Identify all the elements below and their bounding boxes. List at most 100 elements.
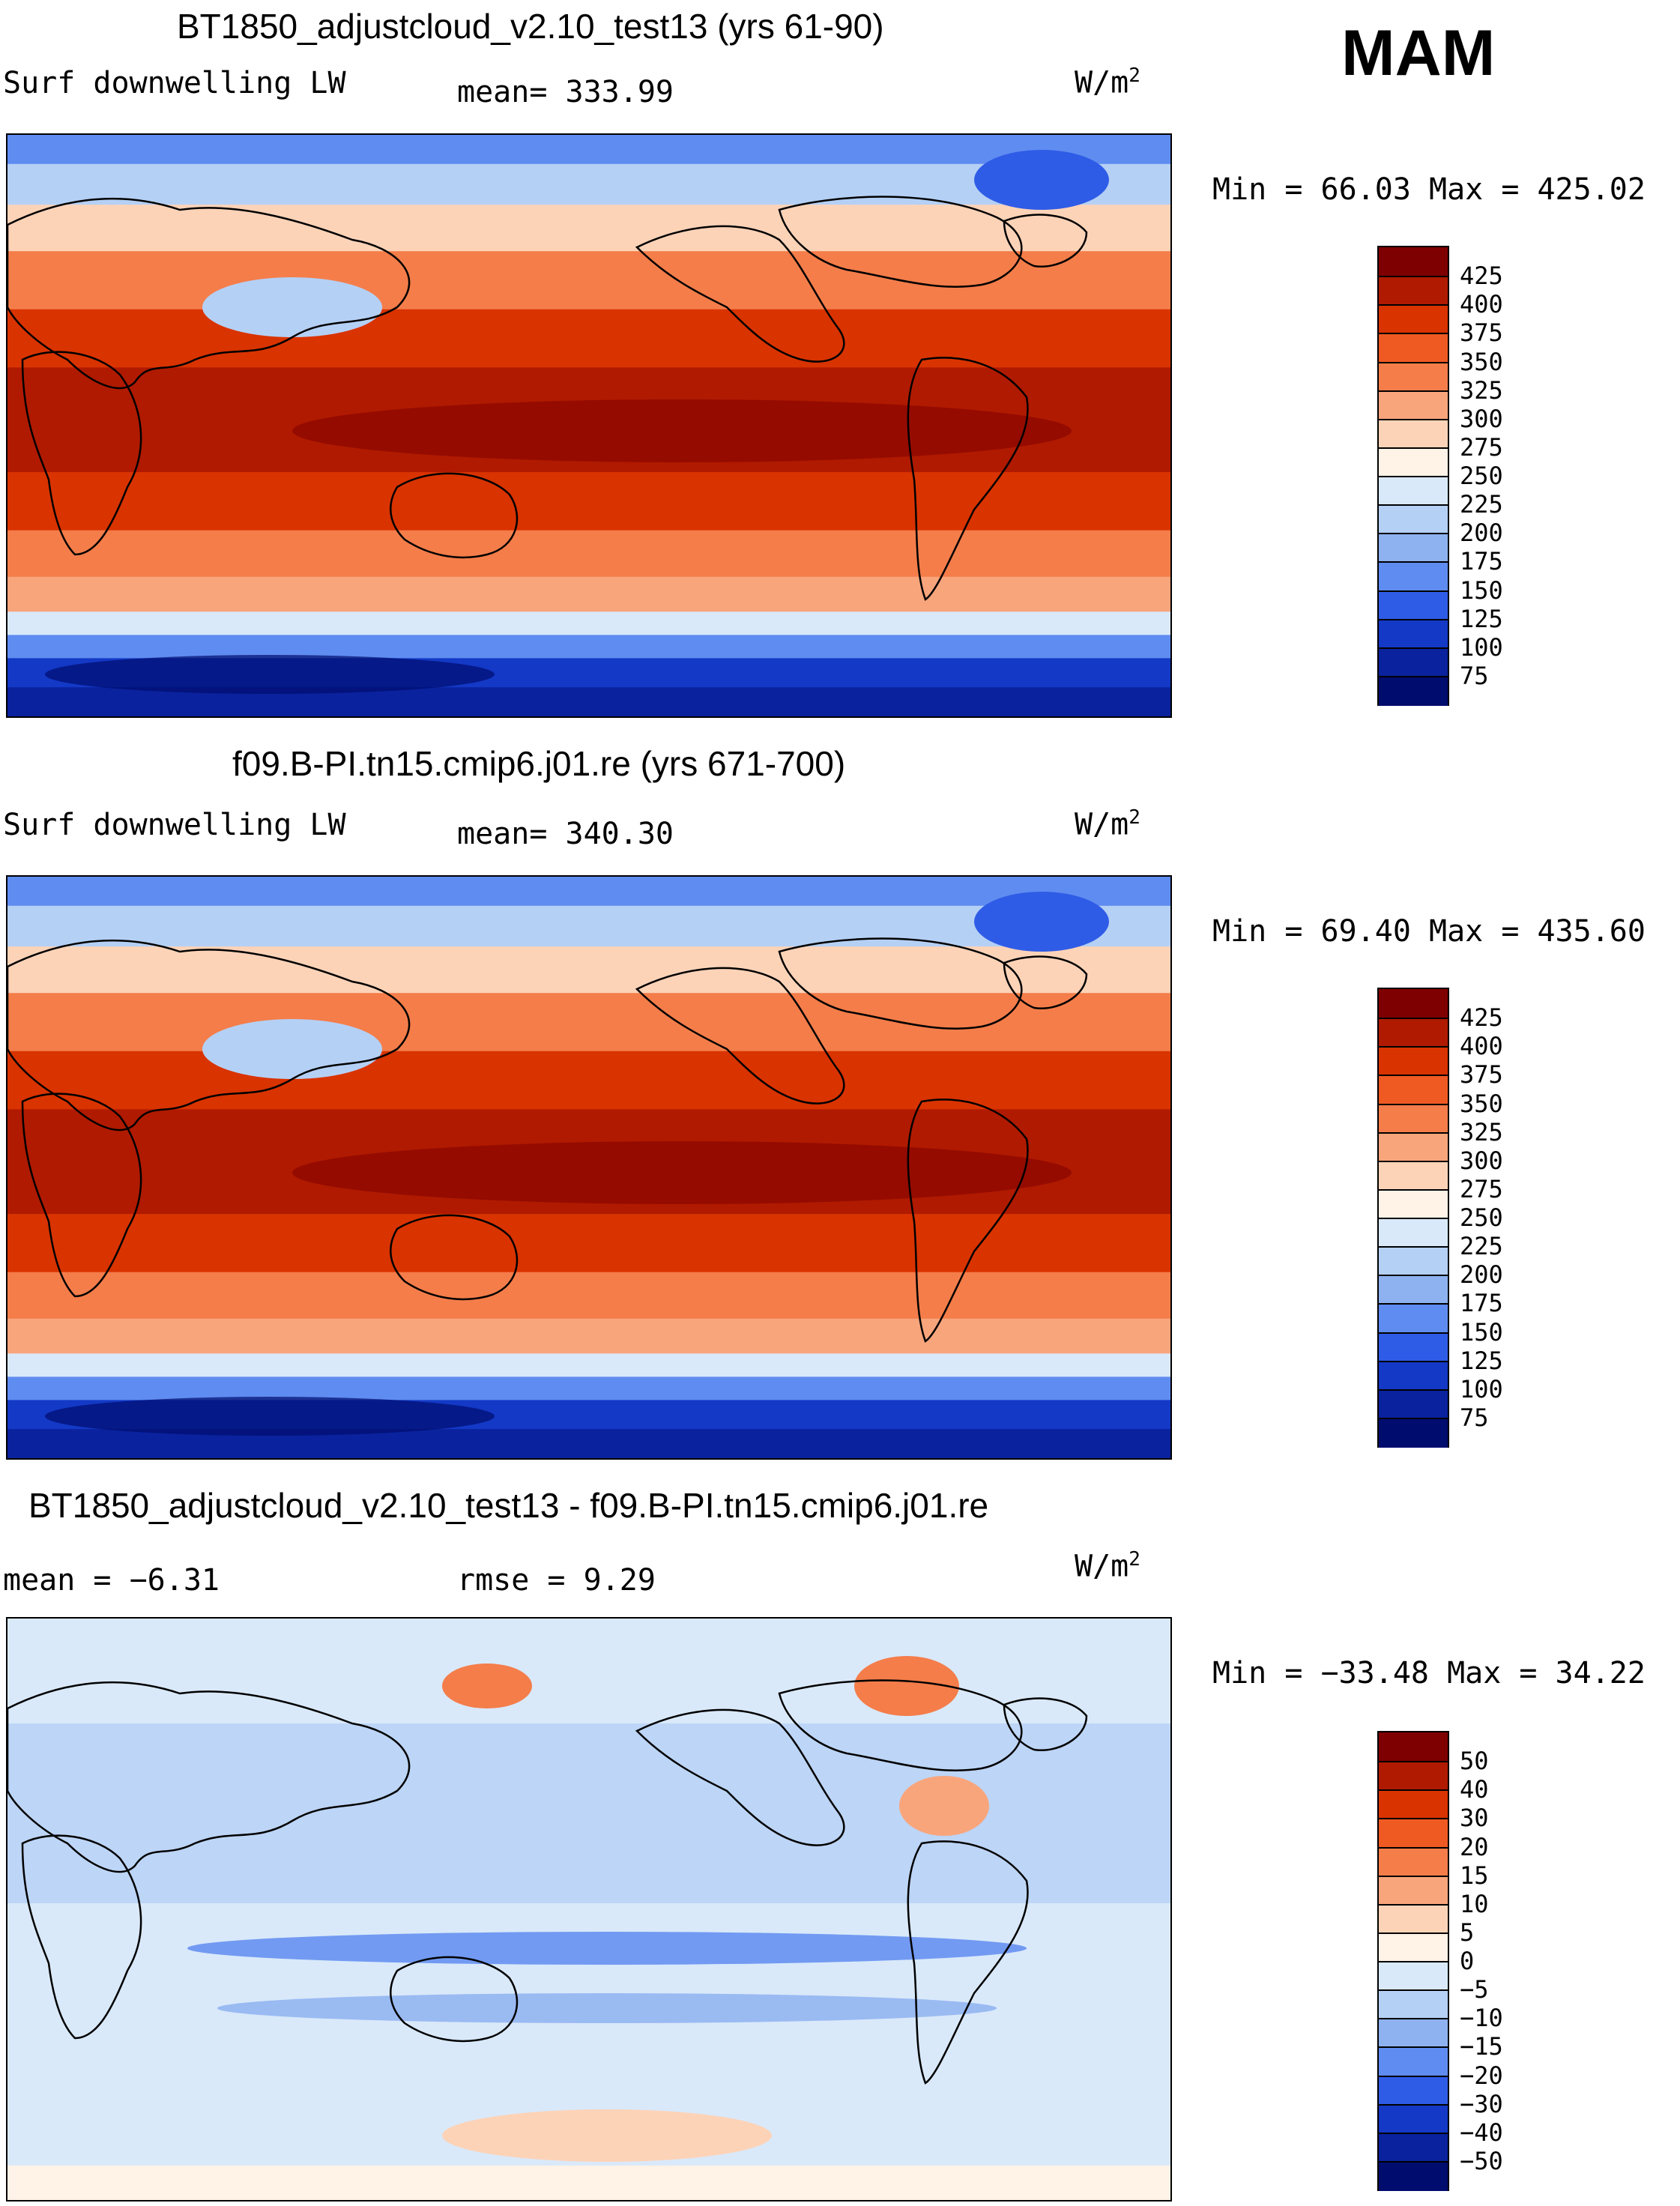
coastline (1003, 955, 1088, 1010)
field-band (7, 877, 1170, 907)
colorbar-swatch (1379, 1332, 1448, 1362)
colorbar-tick-label: 125 (1460, 604, 1503, 633)
units-base: W/m (1075, 65, 1129, 100)
scz-anomaly (217, 1993, 997, 2023)
panel-2-map (6, 875, 1172, 1460)
antarctic-region (45, 655, 495, 694)
colorbar-swatch (1379, 2075, 1448, 2106)
panel-1-colorbar (1377, 246, 1449, 706)
colorbar-swatch (1379, 1961, 1448, 1992)
field-band (7, 205, 1170, 253)
colorbar-tick-label: −30 (1460, 2089, 1503, 2118)
panel-2-mean-label: mean= 340.30 (457, 817, 674, 851)
colorbar-swatch (1379, 1103, 1448, 1134)
colorbar-swatch (1379, 504, 1448, 535)
panel-1-units: W/m2 (1075, 64, 1140, 100)
coastline (907, 1840, 1029, 2085)
coastline (778, 1679, 1023, 1771)
colorbar-swatch (1379, 1732, 1448, 1763)
panel-3-title: BT1850_adjustcloud_v2.10_test13 - f09.B-… (28, 1486, 989, 1525)
colorbar-tick-label: −15 (1460, 2032, 1503, 2061)
colorbar-tick-label: −10 (1460, 2004, 1503, 2033)
colorbar-tick-label: 0 (1460, 1947, 1475, 1975)
colorbar-swatch (1379, 1075, 1448, 1105)
coastline (21, 351, 142, 556)
coastline (907, 357, 1029, 601)
colorbar-tick-label: 250 (1460, 462, 1503, 490)
tibet-region (202, 277, 382, 337)
warm-anomaly (899, 1776, 989, 1836)
colorbar-tick-label: 225 (1460, 490, 1503, 519)
colorbar-swatch (1379, 647, 1448, 677)
field-band (7, 576, 1170, 613)
panel-2-variable-label: Surf downwelling LW (3, 808, 346, 842)
itcz-anomaly (187, 1932, 1027, 1965)
colorbar-tick-label: 75 (1460, 1403, 1489, 1432)
colorbar-tick-label: 150 (1460, 575, 1503, 605)
colorbar-swatch (1379, 590, 1448, 620)
panel-1-map (6, 133, 1172, 718)
coastline (7, 1681, 411, 1873)
units-exponent: 2 (1128, 806, 1140, 829)
colorbar-tick-label: 250 (1460, 1203, 1503, 1232)
units-base: W/m (1075, 807, 1129, 842)
units-exponent: 2 (1128, 64, 1140, 87)
colorbar-tick-label: 275 (1460, 1174, 1503, 1203)
coastline (635, 1708, 845, 1846)
colorbar-swatch (1379, 1818, 1448, 1849)
field-band (7, 530, 1170, 578)
units-exponent: 2 (1128, 1548, 1140, 1571)
colorbar-swatch (1379, 1417, 1448, 1448)
coastline (21, 1093, 142, 1298)
colorbar-tick-label: 175 (1460, 1289, 1503, 1318)
tibet-region (202, 1019, 382, 1079)
colorbar-swatch (1379, 1875, 1448, 1906)
colorbar-swatch (1379, 533, 1448, 563)
colorbar-swatch (1379, 989, 1448, 1020)
field-band (7, 1723, 1170, 1903)
field-band (7, 611, 1170, 636)
field-band (7, 1051, 1170, 1110)
colorbar-swatch (1379, 1160, 1448, 1191)
antarctic-region (45, 1397, 495, 1436)
panel-1-map-svg (7, 135, 1170, 716)
colorbar-swatch (1379, 1218, 1448, 1248)
colorbar-swatch (1379, 333, 1448, 363)
coastline (1003, 214, 1088, 268)
colorbar-tick-label: 400 (1460, 1032, 1503, 1061)
colorbar-tick-label: 350 (1460, 347, 1503, 376)
colorbar-swatch (1379, 476, 1448, 507)
colorbar-swatch (1379, 1046, 1448, 1077)
colorbar-swatch (1379, 361, 1448, 392)
colorbar-tick-label: 375 (1460, 1060, 1503, 1090)
colorbar-swatch (1379, 418, 1448, 449)
colorbar-tick-label: 40 (1460, 1775, 1489, 1804)
colorbar-swatch (1379, 1246, 1448, 1277)
panel-3-units: W/m2 (1075, 1548, 1140, 1583)
greenland-region (974, 892, 1109, 952)
field-band (7, 1272, 1170, 1320)
field-band (7, 1214, 1170, 1273)
colorbar-swatch (1379, 1303, 1448, 1334)
colorbar-swatch (1379, 2046, 1448, 2077)
panel-2-colorbar (1377, 988, 1449, 1448)
colorbar-tick-label: 150 (1460, 1317, 1503, 1347)
colorbar-tick-label: 425 (1460, 1003, 1503, 1033)
panel-3-mean-label: mean = −6.31 (3, 1563, 220, 1598)
colorbar-swatch (1379, 1360, 1448, 1391)
warm-pool-region (292, 1141, 1072, 1204)
field-band (7, 309, 1170, 369)
colorbar-tick-label: 300 (1460, 1146, 1503, 1175)
field-band (7, 1318, 1170, 1355)
warm-anomaly (442, 1663, 532, 1708)
colorbar-swatch (1379, 390, 1448, 420)
colorbar-tick-label: 200 (1460, 1260, 1503, 1290)
colorbar-tick-label: 175 (1460, 547, 1503, 576)
coastline (907, 1099, 1029, 1343)
colorbar-tick-label: 400 (1460, 290, 1503, 319)
colorbar-swatch (1379, 618, 1448, 649)
field-band (7, 2166, 1170, 2200)
colorbar-swatch (1379, 1932, 1448, 1962)
panel-1-title: BT1850_adjustcloud_v2.10_test13 (yrs 61-… (177, 7, 884, 46)
coastline (1003, 1697, 1088, 1752)
